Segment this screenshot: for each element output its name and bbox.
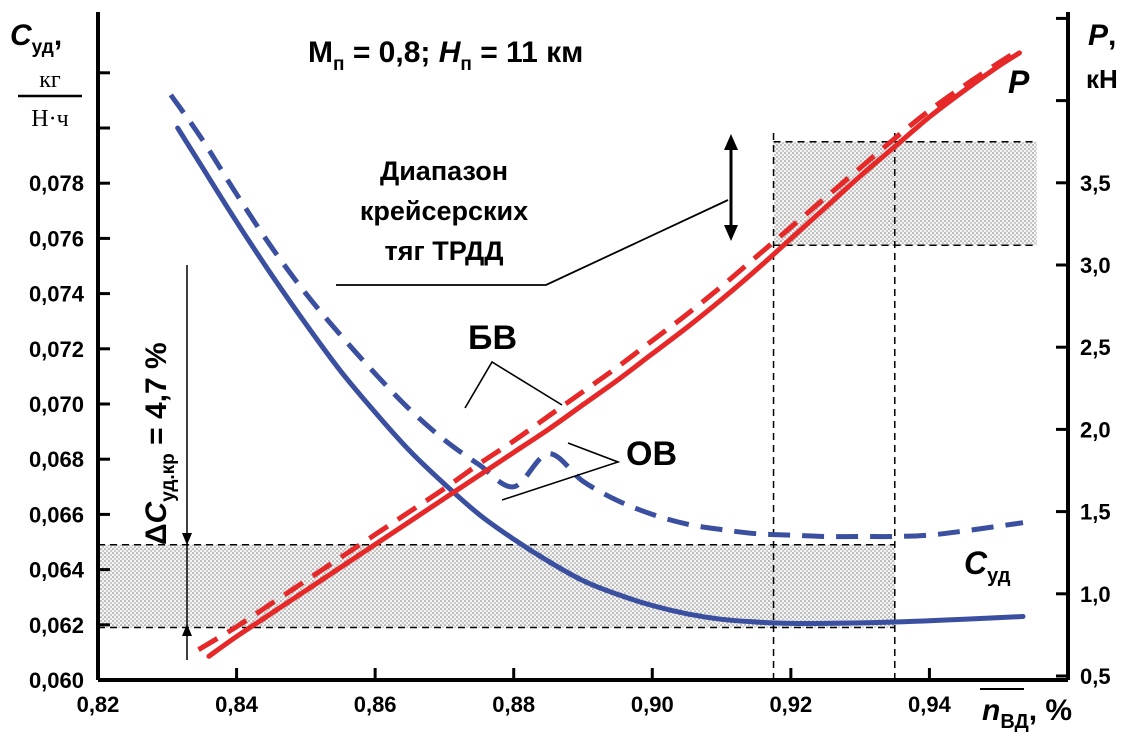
shaded-band-1 bbox=[98, 544, 895, 628]
axis-ticks: 0,82 0,84 0,86 0,88 0,90 0,92 0,94 0,060 0,062 0,… bbox=[29, 16, 1111, 717]
series-line-3 bbox=[206, 50, 1022, 659]
range-label-line-2: крейсерских bbox=[360, 196, 528, 226]
x-tick-label: 0,92 bbox=[769, 692, 812, 717]
x-tick-label: 0,86 bbox=[354, 692, 397, 717]
right-tick-label: 3,0 bbox=[1080, 253, 1111, 278]
range-arrow-down bbox=[724, 225, 738, 241]
right-tick-label: 1,5 bbox=[1080, 500, 1111, 525]
x-tick-label: 0,84 bbox=[215, 692, 259, 717]
right-tick-label: 2,0 bbox=[1080, 417, 1111, 442]
shaded-bands bbox=[98, 140, 1037, 629]
delta-arrow-down bbox=[182, 624, 192, 636]
range-label-line-3: тяг ТРДД bbox=[385, 236, 504, 266]
right-tick-label: 3,5 bbox=[1080, 171, 1111, 196]
right-tick-label: 2,5 bbox=[1080, 335, 1111, 360]
left-tick-label: 0,060 bbox=[29, 668, 84, 693]
delta-c-label: ΔCуд.кр = 4,7 % bbox=[140, 342, 179, 545]
chart-title: Mп = 0,8; Hп = 11 км bbox=[308, 36, 583, 75]
left-tick-label: 0,066 bbox=[29, 502, 84, 527]
right-axis-unit: кН bbox=[1086, 64, 1118, 94]
left-tick-label: 0,062 bbox=[29, 613, 84, 638]
range-label-line-1: Диапазон bbox=[380, 156, 508, 186]
series-lines bbox=[168, 47, 1026, 659]
ov-leader-line bbox=[501, 442, 621, 501]
delta-arrow-up bbox=[182, 533, 192, 545]
x-tick-label: 0,94 bbox=[908, 692, 952, 717]
x-tick-label: 0,82 bbox=[77, 692, 120, 717]
series-line-1 bbox=[175, 125, 1026, 627]
left-axis-unit-denominator: Н·ч bbox=[31, 106, 68, 132]
left-tick-label: 0,076 bbox=[29, 226, 84, 251]
ov-label: ОВ bbox=[626, 435, 677, 473]
left-tick-label: 0,072 bbox=[29, 337, 84, 362]
left-tick-label: 0,078 bbox=[29, 171, 84, 196]
series-line-2 bbox=[168, 93, 1024, 540]
right-axis-label: P, bbox=[1088, 19, 1116, 52]
left-tick-label: 0,074 bbox=[29, 282, 85, 307]
right-tick-label: 0,5 bbox=[1080, 664, 1111, 689]
left-axis-unit-numerator: кг bbox=[39, 67, 61, 93]
right-tick-label: 1,0 bbox=[1080, 582, 1111, 607]
left-tick-label: 0,064 bbox=[29, 558, 85, 583]
left-tick-label: 0,070 bbox=[29, 392, 84, 417]
series-line-4 bbox=[197, 47, 1021, 652]
x-tick-label: 0,90 bbox=[631, 692, 674, 717]
p-curve-label: P bbox=[1008, 64, 1030, 100]
shaded-band-2 bbox=[773, 141, 1037, 246]
csp-curve-label: Cуд bbox=[964, 545, 1011, 587]
bv-leader-line bbox=[464, 360, 563, 409]
x-tick-label: 0,88 bbox=[492, 692, 535, 717]
bv-label: БВ bbox=[468, 319, 517, 357]
left-axis-label: Cуд, bbox=[10, 19, 62, 58]
left-tick-label: 0,068 bbox=[29, 447, 84, 472]
range-arrow-up bbox=[724, 134, 738, 150]
x-axis-label: nВД, % bbox=[982, 694, 1072, 733]
range-leader-line bbox=[336, 199, 729, 286]
